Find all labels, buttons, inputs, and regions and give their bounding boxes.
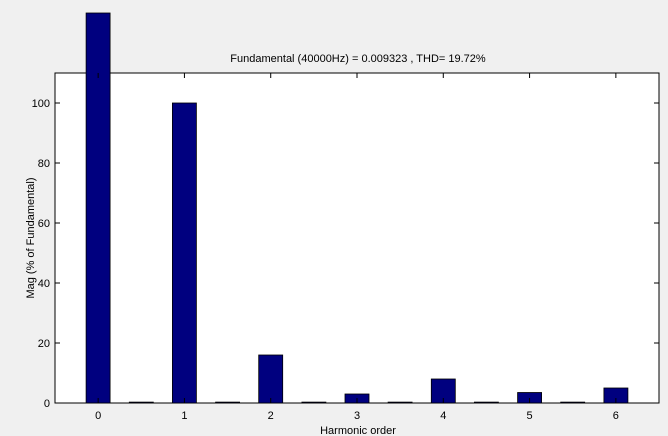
y-tick-label: 20 xyxy=(38,338,50,350)
bar-2 xyxy=(258,354,284,404)
x-tick-label: 6 xyxy=(613,410,619,422)
bar-1 xyxy=(171,102,197,404)
x-tick-label: 3 xyxy=(354,410,360,422)
y-tick-label: 40 xyxy=(38,278,50,290)
y-tick-label: 60 xyxy=(38,218,50,230)
bar-2.5 xyxy=(301,401,327,404)
bar-0 xyxy=(85,12,111,404)
bar-1.5 xyxy=(215,401,241,404)
bar-0.5 xyxy=(128,401,154,404)
plot-area xyxy=(54,72,660,404)
y-axis-ticks: 0 20 40 60 80 100 xyxy=(32,98,659,410)
x-tick-label: 1 xyxy=(181,410,187,422)
x-axis-ticks: 0 1 2 3 4 5 6 xyxy=(95,73,619,422)
y-tick-label: 80 xyxy=(38,158,50,170)
bar-3.5 xyxy=(387,401,413,404)
bar-5.5 xyxy=(560,401,586,404)
y-tick-label: 100 xyxy=(32,98,50,110)
bar-4.5 xyxy=(473,401,499,404)
x-tick-label: 5 xyxy=(527,410,533,422)
x-tick-label: 2 xyxy=(268,410,274,422)
y-tick-label: 0 xyxy=(44,398,50,410)
x-tick-label: 0 xyxy=(95,410,101,422)
chart-title: Fundamental (40000Hz) = 0.009323 , THD= … xyxy=(230,53,486,65)
x-tick-label: 4 xyxy=(440,410,446,422)
y-axis-label: Mag (% of Fundamental) xyxy=(25,177,37,298)
x-axis-label: Harmonic order xyxy=(320,425,396,436)
